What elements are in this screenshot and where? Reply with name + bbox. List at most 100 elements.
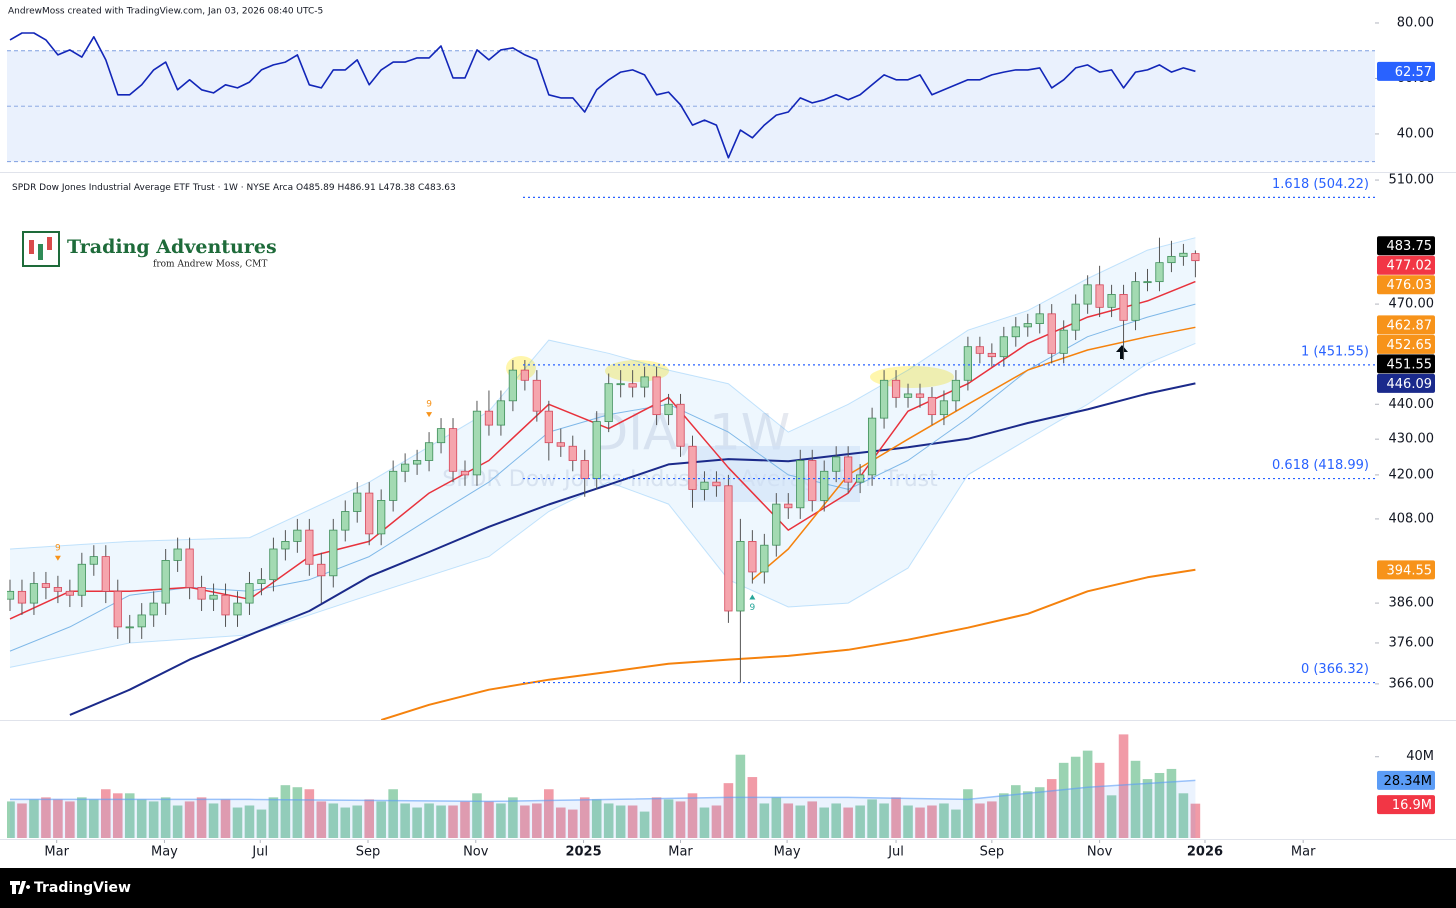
volume-bar: [244, 805, 255, 838]
volume-bar: [1070, 756, 1081, 838]
candle-body: [1107, 294, 1116, 308]
y-tick-label: 420.00: [1389, 467, 1435, 482]
candle-body: [532, 379, 541, 412]
rsi-pane: [7, 32, 1375, 163]
volume-bar: [124, 793, 135, 838]
volume-bar: [77, 797, 87, 838]
y-tick-label: 470.00: [1389, 297, 1435, 312]
candle-body: [844, 456, 853, 483]
volume-bar: [831, 803, 841, 838]
candle-body: [29, 583, 39, 604]
volume-bar: [508, 797, 518, 838]
volume-bar: [651, 797, 662, 838]
volume-bar: [807, 801, 818, 838]
candle-body: [867, 417, 877, 476]
volume-label-box: [1377, 795, 1435, 815]
candle-body: [568, 445, 577, 461]
price-label: 394.55: [1387, 563, 1433, 578]
td-label: 9: [55, 543, 61, 553]
volume-bar: [855, 805, 865, 838]
moving-average: [380, 568, 1196, 720]
candle-body: [65, 590, 74, 596]
volume-bar: [1142, 779, 1153, 838]
candle-body: [1131, 281, 1140, 321]
candle-body: [856, 474, 865, 483]
x-tick-label: May: [774, 845, 801, 860]
volume-ma: [10, 779, 1196, 803]
candle-body: [556, 442, 565, 447]
candle-body: [113, 590, 122, 628]
y-tick-label: 430.00: [1389, 432, 1435, 447]
logo-candle: [47, 237, 52, 250]
y-tick-label: 386.00: [1389, 596, 1435, 611]
candle-body: [544, 410, 553, 444]
candle-body: [604, 383, 613, 423]
candle-body: [89, 556, 98, 565]
volume-label: 16.9M: [1392, 798, 1432, 813]
y-tick-label: 440.00: [1389, 397, 1435, 412]
volume-bar: [7, 801, 15, 838]
candle-body: [676, 403, 685, 447]
volume-bar: [520, 805, 530, 838]
candle-body: [269, 548, 278, 581]
volume-bar: [1154, 772, 1165, 838]
y-tick-label: 376.00: [1389, 635, 1435, 650]
candle-body: [891, 379, 901, 398]
candle-body: [508, 369, 518, 402]
candle-body: [975, 346, 984, 354]
candle-body: [1095, 284, 1104, 308]
volume-bar: [963, 789, 973, 838]
td-triangle: [426, 412, 433, 418]
candle-body: [712, 481, 721, 487]
candle-body: [700, 481, 709, 490]
volume-bar: [579, 797, 590, 838]
candle-body: [592, 421, 601, 479]
legend-title: SPDR Dow Jones Industrial Average ETF Tr…: [12, 183, 293, 193]
volume-bar: [819, 807, 829, 838]
candle-body: [197, 587, 206, 600]
volume-bar: [711, 805, 722, 838]
volume-bar: [436, 805, 446, 838]
volume-bar: [987, 801, 997, 838]
volume-bar: [220, 799, 231, 838]
volume-bar: [627, 805, 638, 838]
candle-body: [1023, 323, 1032, 328]
arrow: [1116, 345, 1128, 359]
volume-bar: [364, 799, 374, 838]
volume-bar: [939, 803, 949, 838]
price-label-box: [1377, 560, 1435, 580]
volume-bar: [304, 789, 315, 838]
candle-body: [903, 393, 913, 398]
x-tick-label: 2025: [565, 845, 601, 860]
price-label-box: [1377, 236, 1435, 256]
legend: SPDR Dow Jones Industrial Average ETF Tr…: [12, 183, 456, 193]
volume-bar: [1094, 762, 1105, 838]
candle-body: [1011, 326, 1020, 338]
volume-bar: [316, 801, 327, 838]
footer: [0, 868, 1456, 908]
volume-bar: [771, 797, 782, 838]
fib-label: 0.618 (418.99): [1272, 458, 1369, 473]
candle-body: [1119, 294, 1128, 321]
volume-bar: [951, 809, 961, 838]
candle-body: [796, 460, 805, 509]
x-tick-label: Jul: [251, 845, 268, 860]
y-tick-label: 40.00: [1397, 126, 1434, 141]
candle-body: [724, 485, 733, 612]
candle-body: [41, 583, 51, 588]
td-label: 9: [426, 400, 432, 410]
volume-bar: [1010, 785, 1021, 838]
volume-bar: [1190, 803, 1201, 838]
moving-average: [751, 326, 1196, 581]
volume-bar: [891, 797, 901, 838]
td-triangle: [749, 594, 756, 600]
volume-bar: [532, 803, 542, 838]
credit: AndrewMoss created with TradingView.com,…: [8, 7, 323, 17]
candle-body: [652, 376, 661, 416]
candle-body: [341, 511, 350, 531]
candle-body: [1071, 303, 1080, 331]
candle-body: [879, 379, 889, 419]
volume-bar: [867, 799, 877, 838]
td-triangle: [54, 555, 61, 561]
